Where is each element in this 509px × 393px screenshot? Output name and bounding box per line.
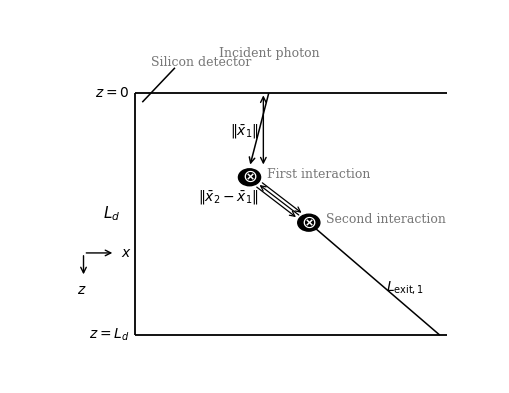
Text: $z=0$: $z=0$ [95, 86, 129, 99]
Text: Silicon detector: Silicon detector [151, 56, 250, 69]
Text: $\otimes$: $\otimes$ [300, 214, 316, 232]
Text: First interaction: First interaction [266, 168, 369, 181]
Text: $x$: $x$ [121, 246, 131, 260]
Text: $L_{\mathrm{exit},1}$: $L_{\mathrm{exit},1}$ [385, 279, 423, 296]
Text: $z=L_d$: $z=L_d$ [89, 327, 129, 343]
Circle shape [297, 214, 319, 231]
Text: Incident photon: Incident photon [218, 47, 319, 60]
Text: $\otimes$: $\otimes$ [241, 168, 257, 186]
Text: $\|\bar{x}_1\|$: $\|\bar{x}_1\|$ [229, 122, 258, 140]
Circle shape [238, 169, 260, 186]
Text: Second interaction: Second interaction [325, 213, 445, 226]
Text: $z$: $z$ [76, 283, 86, 297]
Text: $\|\bar{x}_2 - \bar{x}_1\|$: $\|\bar{x}_2 - \bar{x}_1\|$ [198, 188, 259, 206]
Text: $L_d$: $L_d$ [102, 204, 120, 223]
